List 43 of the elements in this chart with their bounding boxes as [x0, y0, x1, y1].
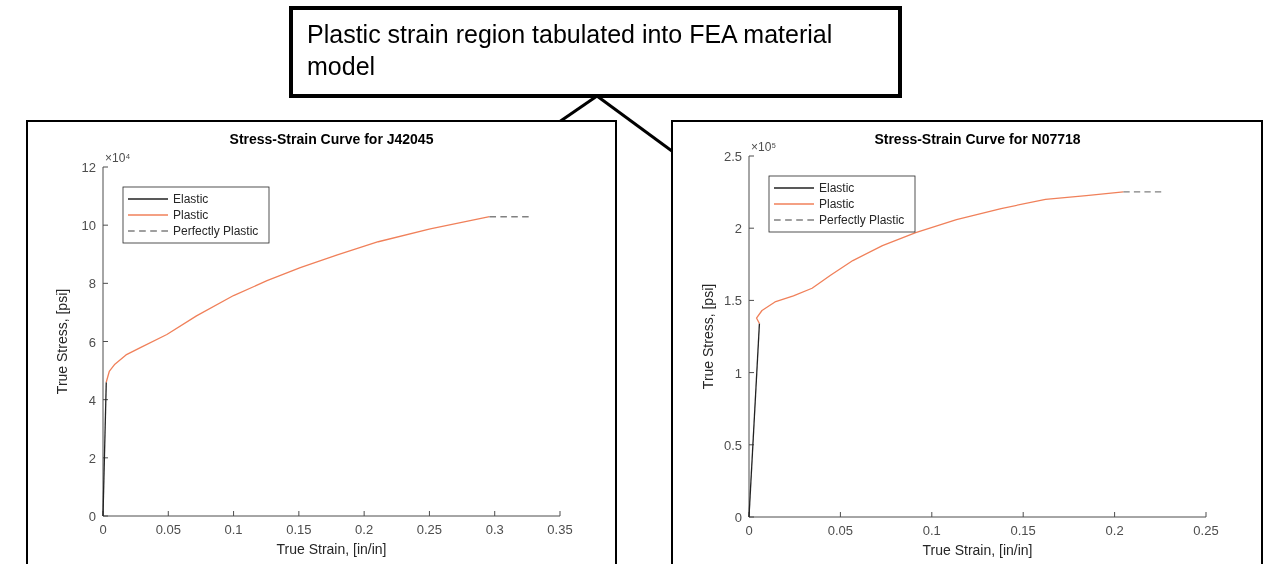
y-axis-title: True Stress, [psi] [54, 288, 70, 395]
y-tick-label: 8 [88, 276, 96, 292]
y-tick-label: 0 [734, 510, 742, 525]
x-tick-label: 0.25 [416, 522, 443, 537]
x-tick-label: 0.1 [224, 522, 243, 537]
legend-label: Perfectly Plastic [819, 213, 905, 227]
x-tick-label: 0.2 [355, 522, 374, 537]
chart-title: Stress-Strain Curve for N07718 [874, 131, 1081, 147]
y-tick-label: 6 [88, 334, 96, 350]
x-tick-label: 0.15 [286, 522, 312, 537]
x-tick-label: 0.35 [547, 522, 573, 537]
text: ×10⁴ [105, 151, 131, 165]
x-tick-label: 0.25 [1193, 523, 1219, 538]
line-series [755, 191, 1125, 325]
x-tick-label: 0 [745, 523, 753, 538]
y-tick-label: 12 [81, 160, 96, 175]
y-tick-label: 1.5 [723, 293, 742, 309]
text: ×10⁵ [751, 140, 777, 154]
y-tick-label: 2.5 [723, 149, 742, 164]
legend-label: Plastic [819, 197, 855, 211]
y-axis-title: True Stress, [psi] [700, 283, 716, 390]
y-tick-label: 2 [88, 450, 96, 466]
chart-title: Stress-Strain Curve for J42045 [229, 131, 434, 147]
y-tick-label: 1 [734, 365, 742, 381]
legend-label: Elastic [173, 192, 209, 206]
x-tick-label: 0.05 [155, 522, 181, 537]
legend-label: Plastic [173, 208, 209, 222]
x-tick-label: 0.05 [827, 523, 854, 538]
y-tick-label: 4 [88, 392, 96, 408]
x-axis-title: True Strain, [in/in] [922, 542, 1033, 558]
x-tick-label: 0.1 [922, 523, 941, 538]
x-tick-label: 0 [99, 522, 107, 537]
x-tick-label: 0.15 [1010, 523, 1036, 538]
y-tick-label: 0.5 [723, 437, 742, 453]
text: Plastic strain region tabulated into FEA material model [307, 20, 833, 80]
y-tick-label: 10 [81, 218, 96, 234]
x-axis-title: True Strain, [in/in] [276, 541, 387, 557]
y-tick-label: 2 [734, 221, 742, 237]
x-tick-label: 0.2 [1105, 523, 1124, 538]
x-tick-label: 0.3 [485, 522, 504, 537]
y-tick-label: 0 [88, 509, 96, 524]
legend-label: Elastic [819, 181, 855, 195]
legend-label: Perfectly Plastic [173, 224, 259, 238]
